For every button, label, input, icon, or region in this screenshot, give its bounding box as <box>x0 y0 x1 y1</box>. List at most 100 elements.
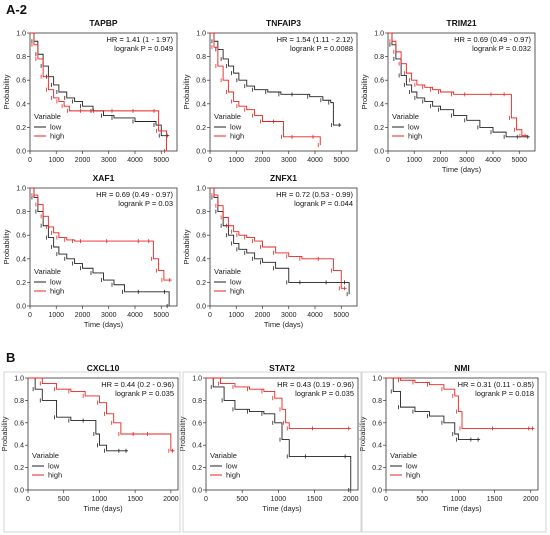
y-tick-label: 0.8 <box>16 54 26 61</box>
x-tick-label: 3000 <box>101 312 117 319</box>
legend-label-low: low <box>408 123 420 132</box>
legend-label-high: high <box>226 471 240 480</box>
y-tick-label: 0.2 <box>196 280 206 287</box>
y-tick-label: 0.0 <box>196 149 206 156</box>
chart-title: ZNFX1 <box>270 173 297 183</box>
legend-label-high: high <box>48 471 62 480</box>
km-charts: TAPBP 0.0 0.2 0.4 0.6 0.8 1.0 0 1000 2000 3000 4000… <box>0 18 547 533</box>
y-tick-label: 1.0 <box>16 31 26 38</box>
p-annotation: logrank P = 0.032 <box>472 44 531 53</box>
x-tick-label: 2000 <box>75 157 91 164</box>
y-tick-label: 0.2 <box>16 125 26 132</box>
km-chart-nmi: NMI 0.0 0.2 0.4 0.6 0.8 1.0 0 500 1000 1500 2000 Pro… <box>358 363 539 513</box>
x-tick-label: 3000 <box>459 157 475 164</box>
y-tick-label: 0.4 <box>196 101 206 108</box>
x-tick-label: 1000 <box>48 157 64 164</box>
y-tick-label: 0.4 <box>192 443 202 450</box>
x-tick-label: 0 <box>208 157 212 164</box>
y-tick-label: 0.8 <box>192 398 202 405</box>
y-tick-label: 0.8 <box>16 209 26 216</box>
x-tick-label: 2000 <box>523 496 539 503</box>
survival-curve-high <box>210 187 347 289</box>
x-tick-label: 1000 <box>271 496 287 503</box>
hr-annotation: HR = 1.54 (1.11 - 2.12) <box>277 35 354 44</box>
y-axis-label: Probability <box>178 416 187 451</box>
km-chart-tnfaip3: TNFAIP3 0.0 0.2 0.4 0.6 0.8 1.0 0 1000 2000 3000 40… <box>182 18 358 164</box>
legend-label-high: high <box>50 287 64 296</box>
y-tick-label: 0.6 <box>196 78 206 85</box>
y-tick-label: 0.2 <box>16 280 26 287</box>
y-tick-label: 0.4 <box>374 101 384 108</box>
y-tick-label: 1.0 <box>196 31 206 38</box>
plot-frame <box>385 377 539 491</box>
y-tick-label: 0.0 <box>16 304 26 311</box>
x-tick-label: 5000 <box>333 157 349 164</box>
x-tick-label: 500 <box>236 496 248 503</box>
legend-label-low: low <box>50 278 62 287</box>
legend-title: Variable <box>392 112 419 121</box>
survival-curve-high <box>386 377 535 429</box>
survival-curve-high <box>388 32 528 137</box>
survival-curve-low <box>210 187 350 295</box>
km-chart-tapbp: TAPBP 0.0 0.2 0.4 0.6 0.8 1.0 0 1000 2000 3000 4000… <box>2 18 178 164</box>
plot-frame <box>209 187 358 307</box>
y-tick-label: 0.6 <box>374 78 384 85</box>
x-tick-label: 0 <box>26 496 30 503</box>
x-tick-label: 1000 <box>406 157 422 164</box>
x-tick-label: 1500 <box>307 496 323 503</box>
x-tick-label: 5000 <box>333 312 349 319</box>
survival-curve-high <box>30 187 172 281</box>
hr-annotation: HR = 0.43 (0.19 - 0.96) <box>277 380 354 389</box>
y-tick-label: 0.0 <box>196 304 206 311</box>
x-tick-label: 2000 <box>75 312 91 319</box>
legend-label-high: high <box>406 471 420 480</box>
legend-label-low: low <box>50 123 62 132</box>
y-tick-label: 0.6 <box>14 420 24 427</box>
x-tick-label: 3000 <box>281 157 297 164</box>
legend-title: Variable <box>214 267 241 276</box>
x-tick-label: 4000 <box>485 157 501 164</box>
y-tick-label: 0.0 <box>372 488 382 495</box>
km-chart-xaf1: XAF1 0.0 0.2 0.4 0.6 0.8 1.0 0 1000 2000 3000 4000 5… <box>2 173 178 329</box>
y-tick-label: 1.0 <box>16 186 26 193</box>
legend-label-high: high <box>408 132 422 141</box>
km-chart-stat2: STAT2 0.0 0.2 0.4 0.6 0.8 1.0 0 500 1000 1500 2000 P… <box>178 363 359 513</box>
y-tick-label: 0.2 <box>372 465 382 472</box>
plot-frame <box>29 187 178 307</box>
y-tick-label: 0.6 <box>192 420 202 427</box>
survival-curve-high <box>30 32 167 151</box>
legend-label-high: high <box>230 287 244 296</box>
hr-annotation: HR = 0.72 (0.53 - 0.99) <box>276 190 353 199</box>
chart-title: TRIM21 <box>446 18 477 28</box>
panel-b-box <box>182 371 362 533</box>
x-axis-label: Time (days) <box>83 504 123 513</box>
y-tick-label: 0.4 <box>16 101 26 108</box>
y-axis-label: Probability <box>182 74 191 109</box>
p-annotation: logrank P = 0.018 <box>475 389 534 398</box>
panel-label-a: A-2 <box>6 2 27 17</box>
survival-curve-low <box>206 377 352 490</box>
p-annotation: logrank P = 0.0088 <box>290 44 353 53</box>
y-tick-label: 0.4 <box>372 443 382 450</box>
p-annotation: logrank P = 0.044 <box>294 199 353 208</box>
legend-label-low: low <box>48 462 60 471</box>
legend-title: Variable <box>34 112 61 121</box>
survival-curve-low <box>30 32 170 137</box>
legend-title: Variable <box>214 112 241 121</box>
legend-label-low: low <box>230 278 242 287</box>
y-axis-label: Probability <box>0 416 9 451</box>
x-axis-label: Time (days) <box>262 504 302 513</box>
y-tick-label: 0.6 <box>372 420 382 427</box>
x-tick-label: 0 <box>386 157 390 164</box>
x-tick-label: 2000 <box>163 496 179 503</box>
p-annotation: logrank P = 0.049 <box>114 44 173 53</box>
x-tick-label: 2000 <box>255 312 271 319</box>
y-tick-label: 0.0 <box>16 149 26 156</box>
x-axis-label: Time (days) <box>442 165 482 174</box>
survival-curve-low <box>28 377 128 452</box>
y-tick-label: 0.4 <box>16 256 26 263</box>
y-tick-label: 1.0 <box>372 376 382 383</box>
y-tick-label: 1.0 <box>196 186 206 193</box>
y-tick-label: 0.0 <box>192 488 202 495</box>
